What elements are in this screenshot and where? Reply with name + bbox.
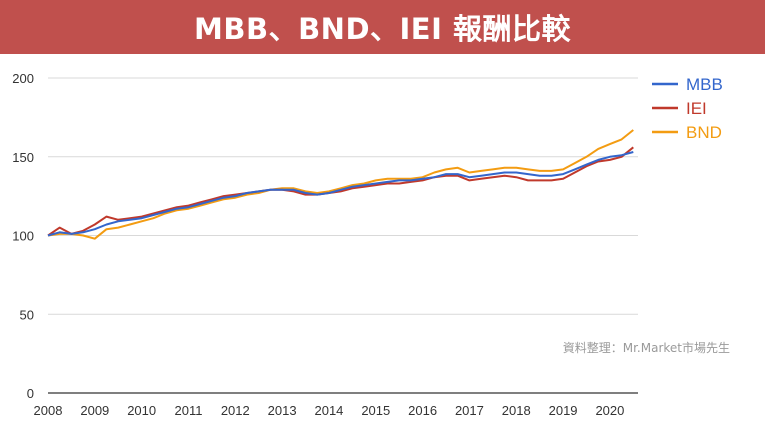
line-chart: 0 50 100 150 200 2008 2009 2010 2011 2012 2013 2014… [12, 71, 730, 418]
series-line-iei [47, 146, 634, 237]
x-tick-label: 2015 [361, 403, 390, 418]
x-tick-label: 2011 [174, 403, 202, 418]
y-tick-label: 150 [12, 150, 34, 165]
title-banner: MBB、BND、IEI 報酬比較 [0, 0, 765, 54]
y-tick-label: 0 [27, 386, 34, 401]
x-tick-label: 2020 [595, 403, 624, 418]
x-tick-label: 2019 [549, 403, 578, 418]
y-tick-label: 50 [20, 307, 34, 322]
legend-label-bnd: BND [686, 123, 722, 142]
legend: MBB IEI BND [652, 75, 723, 142]
x-tick-label: 2017 [455, 403, 484, 418]
legend-label-iei: IEI [686, 99, 707, 118]
series-layer [47, 129, 634, 240]
x-tick-label: 2014 [314, 403, 343, 418]
legend-label-mbb: MBB [686, 75, 723, 94]
axis-layer: 0 50 100 150 200 2008 2009 2010 2011 2012 2013 2014… [12, 71, 638, 418]
series-line-bnd [47, 129, 634, 240]
chart-title: MBB、BND、IEI 報酬比較 [194, 12, 571, 46]
grid-layer [48, 77, 638, 315]
series-line-mbb [47, 151, 634, 237]
x-tick-label: 2008 [34, 403, 63, 418]
source-note: 資料整理：Mr.Market市場先生 [563, 340, 730, 355]
x-tick-label: 2013 [268, 403, 297, 418]
x-tick-label: 2010 [127, 403, 156, 418]
y-tick-label: 100 [12, 229, 34, 244]
x-tick-label: 2016 [408, 403, 437, 418]
y-tick-label: 200 [12, 71, 34, 86]
x-tick-label: 2018 [502, 403, 531, 418]
x-tick-label: 2012 [221, 403, 250, 418]
x-tick-label: 2009 [80, 403, 109, 418]
